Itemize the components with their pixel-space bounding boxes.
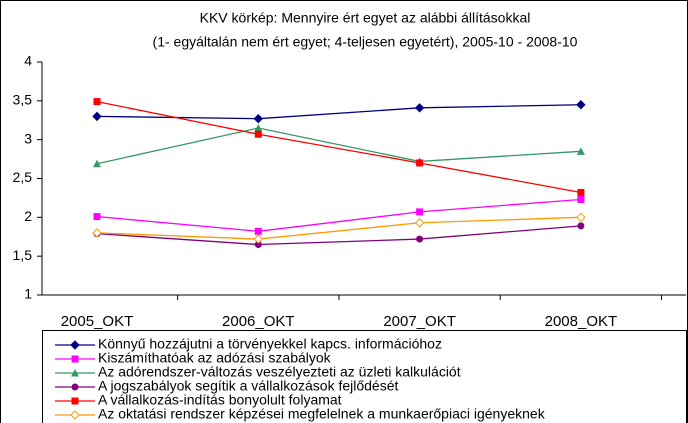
legend-label: Kiszámíthatóak az adózási szabályok bbox=[98, 350, 332, 366]
data-point bbox=[577, 195, 585, 203]
data-point bbox=[416, 208, 424, 216]
series-line bbox=[96, 225, 581, 246]
data-point bbox=[93, 213, 101, 221]
data-point bbox=[254, 130, 262, 138]
data-point bbox=[92, 228, 102, 238]
x-tick-label: 2005_OKT bbox=[61, 313, 134, 330]
series-line bbox=[96, 127, 581, 165]
y-tick-label: 2 bbox=[24, 208, 32, 224]
series-line bbox=[96, 216, 581, 240]
data-point bbox=[576, 100, 586, 110]
legend-label: Könnyű hozzájutni a törvényekkel kapcs. … bbox=[98, 336, 442, 352]
legend-box bbox=[42, 330, 687, 423]
legend-marker bbox=[71, 369, 79, 377]
chart-subtitle: (1- egyáltalán nem ért egyet; 4-teljesen… bbox=[153, 34, 578, 50]
legend-label: Az adórendszer-változás veszélyezteti az… bbox=[98, 364, 461, 380]
legend-label: A jogszabályok segítik a vállalkozások f… bbox=[98, 378, 399, 394]
data-point bbox=[254, 227, 262, 235]
data-point bbox=[414, 103, 425, 113]
y-tick-label: 2,5 bbox=[13, 169, 33, 185]
data-point bbox=[253, 113, 264, 124]
data-point bbox=[416, 235, 424, 243]
y-tick-label: 1 bbox=[24, 286, 32, 302]
data-point bbox=[414, 218, 425, 228]
legend-marker bbox=[70, 340, 80, 350]
data-point bbox=[254, 124, 263, 132]
data-point bbox=[577, 188, 585, 196]
x-tick-label: 2008_OKT bbox=[545, 313, 618, 330]
y-tick-label: 1,5 bbox=[13, 247, 33, 263]
legend-label: A vállalkozás-indítás bonyolult folyamat bbox=[98, 392, 342, 408]
data-point bbox=[93, 159, 101, 168]
legend-marker bbox=[71, 397, 79, 405]
data-point bbox=[93, 98, 101, 106]
data-point bbox=[416, 159, 424, 167]
data-point bbox=[92, 111, 102, 122]
data-point bbox=[577, 222, 585, 230]
data-point bbox=[576, 212, 586, 223]
y-tick-label: 3 bbox=[24, 130, 32, 146]
legend-label: Az oktatási rendszer képzései megfelelne… bbox=[98, 406, 546, 422]
chart-title: KKV körkép: Mennyire ért egyet az alábbi… bbox=[200, 10, 531, 26]
legend-marker bbox=[71, 383, 79, 391]
x-tick-label: 2006_OKT bbox=[222, 313, 295, 330]
legend-marker bbox=[71, 355, 79, 363]
series-line bbox=[96, 198, 581, 232]
series-line bbox=[96, 100, 582, 194]
data-point bbox=[576, 147, 585, 155]
y-tick-label: 4 bbox=[24, 53, 32, 69]
y-tick-label: 3,5 bbox=[13, 92, 33, 108]
data-point bbox=[253, 234, 264, 244]
legend-marker bbox=[70, 410, 80, 420]
x-tick-label: 2007_OKT bbox=[383, 313, 456, 330]
data-point bbox=[254, 241, 262, 249]
